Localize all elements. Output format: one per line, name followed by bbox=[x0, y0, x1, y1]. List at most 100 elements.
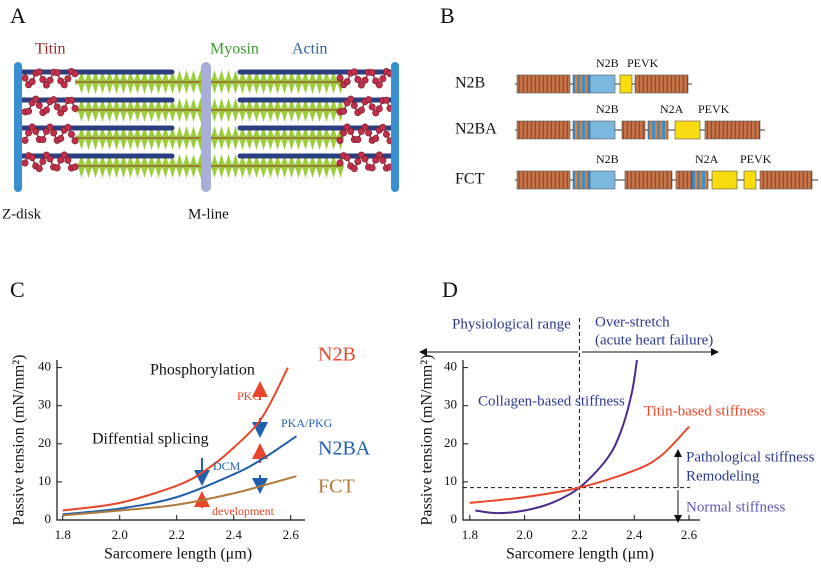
domain bbox=[572, 120, 591, 140]
x-tick-label: 2.4 bbox=[226, 527, 243, 542]
series-label: N2B bbox=[318, 344, 356, 366]
panel-c: C 1.8 2.0 2.2 2.4 2.6 0 10 20 30 40 Sarcomere leng… bbox=[10, 277, 371, 563]
m-line-label: M-line bbox=[188, 206, 229, 222]
y-tick-label: 40 bbox=[444, 359, 457, 374]
domain bbox=[759, 170, 813, 190]
titin-bead bbox=[35, 165, 43, 173]
x-tick-label: 2.0 bbox=[517, 527, 533, 542]
curve bbox=[62, 367, 289, 512]
domain-label: N2B bbox=[596, 102, 619, 116]
domain bbox=[624, 170, 673, 190]
domain-label: N2B bbox=[596, 56, 619, 70]
z-disk-label: Z-disk bbox=[2, 206, 42, 222]
y-tick-label: 0 bbox=[45, 511, 52, 526]
y-axis-label: Passive tension (mN/mm²) bbox=[419, 354, 436, 525]
domain bbox=[572, 74, 591, 94]
titin-bead bbox=[42, 81, 50, 89]
titin-bead bbox=[53, 164, 61, 172]
titin-bead bbox=[361, 123, 369, 131]
titin-bead bbox=[32, 95, 40, 103]
panel-b: B N2B N2B PEVK N2BA N2B N2A PEVK FCT N2B N2A PEVK bbox=[440, 3, 818, 190]
titin-bead bbox=[64, 156, 72, 164]
titin-bead bbox=[365, 96, 373, 104]
titin-bead bbox=[336, 136, 344, 144]
x-tick-label: 1.8 bbox=[55, 527, 71, 542]
titin-bead bbox=[340, 129, 348, 137]
actin-label: Actin bbox=[292, 41, 328, 58]
domain bbox=[589, 170, 616, 190]
titin-bead bbox=[368, 69, 376, 77]
myosin-label: Myosin bbox=[210, 41, 259, 58]
x-axis-label: Sarcomere length (μm) bbox=[506, 546, 654, 563]
y-tick-label: 30 bbox=[38, 397, 51, 412]
annotation: PKC bbox=[237, 389, 260, 403]
m-line bbox=[201, 62, 211, 192]
curve bbox=[62, 475, 297, 517]
series-label: Collagen-based stiffness bbox=[478, 393, 625, 409]
curve bbox=[475, 359, 638, 515]
axis bbox=[462, 360, 700, 521]
titin-bead bbox=[354, 157, 362, 165]
domain bbox=[674, 120, 701, 140]
titin-bead bbox=[343, 154, 351, 162]
titin-bead bbox=[46, 76, 54, 84]
annotation: Physiological range bbox=[452, 316, 571, 332]
y-tick-label: 30 bbox=[444, 397, 457, 412]
titin-bead bbox=[35, 68, 43, 76]
domain bbox=[711, 170, 738, 190]
curve bbox=[62, 435, 298, 516]
domain bbox=[675, 170, 693, 190]
titin-bead bbox=[382, 96, 390, 104]
titin-bead bbox=[25, 129, 33, 137]
domain bbox=[634, 74, 689, 94]
titin-bead bbox=[354, 136, 362, 144]
z-disk bbox=[391, 62, 399, 192]
domain bbox=[691, 170, 709, 190]
domain bbox=[516, 170, 571, 190]
titin-bead bbox=[361, 155, 369, 163]
domain bbox=[743, 170, 757, 190]
titin-bead bbox=[372, 156, 380, 164]
titin-bead bbox=[64, 123, 72, 131]
y-tick-label: 0 bbox=[451, 511, 458, 526]
y-tick-label: 40 bbox=[38, 359, 51, 374]
titin-bead bbox=[21, 74, 29, 82]
titin-bead bbox=[67, 96, 75, 104]
titin-bead bbox=[32, 127, 40, 135]
titin-bead bbox=[354, 76, 362, 84]
x-tick-label: 2.6 bbox=[283, 527, 300, 542]
panel-d: D 1.8 2.0 2.2 2.4 2.6 0 10 20 30 40 Sarcomere leng… bbox=[419, 277, 815, 563]
annotation: Normal stiffness bbox=[686, 499, 785, 515]
annotation: (acute heart failure) bbox=[595, 332, 713, 348]
titin-bead bbox=[350, 101, 358, 109]
annotation: Pathological stiffness bbox=[686, 449, 815, 465]
x-tick-label: 2.4 bbox=[626, 527, 643, 542]
domain bbox=[619, 74, 633, 94]
titin-bead bbox=[340, 107, 348, 115]
domain-label: N2A bbox=[695, 152, 719, 166]
domain bbox=[704, 120, 761, 140]
titin-bead bbox=[71, 137, 79, 145]
titin-bead bbox=[71, 163, 79, 171]
x-tick-label: 2.6 bbox=[681, 527, 698, 542]
titin-bead bbox=[336, 159, 344, 167]
isoform-label: N2BA bbox=[455, 121, 497, 138]
titin-bead bbox=[35, 101, 43, 109]
titin-bead bbox=[46, 123, 54, 131]
domain-label: PEVK bbox=[698, 102, 730, 116]
titin-bead bbox=[60, 81, 68, 89]
domain bbox=[572, 170, 591, 190]
x-tick-label: 2.2 bbox=[169, 527, 185, 542]
titin-bead bbox=[379, 156, 387, 164]
titin-bead bbox=[357, 106, 365, 114]
titin-bead bbox=[67, 130, 75, 138]
series-label: Titin-based stiffness bbox=[644, 403, 765, 419]
annotation: Over-stretch bbox=[595, 314, 670, 330]
titin-bead bbox=[350, 165, 358, 173]
titin-bead bbox=[336, 74, 344, 82]
titin-bead bbox=[361, 76, 369, 84]
titin-bead bbox=[21, 136, 29, 144]
y-axis-label: Passive tension (mN/mm²) bbox=[11, 354, 28, 525]
titin-bead bbox=[21, 159, 29, 167]
